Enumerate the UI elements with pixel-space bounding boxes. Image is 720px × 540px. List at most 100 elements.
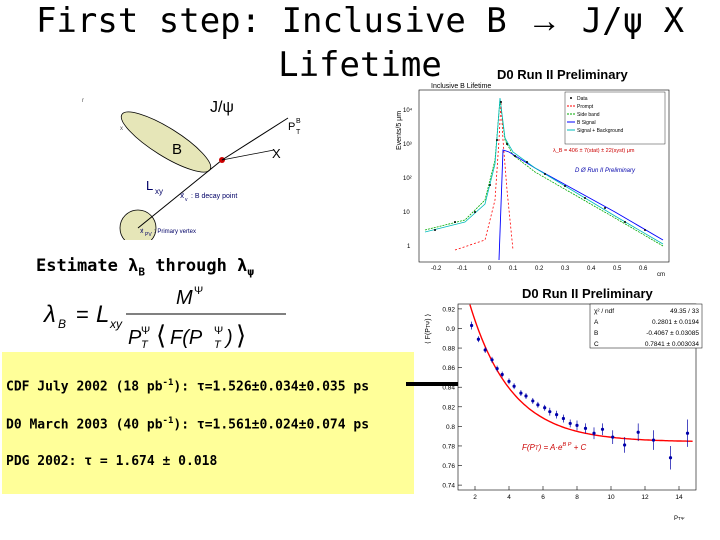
- lt-xtick-4: 0.2: [535, 266, 544, 272]
- estimate-line: Estimate λB through λψ: [36, 256, 254, 279]
- lt-xtick-0: -0.2: [431, 266, 442, 272]
- title-part2: J/ψ X: [561, 1, 685, 41]
- data-point: [685, 431, 690, 435]
- lt-xtick-7: 0.5: [613, 266, 622, 272]
- svg-text:⟩: ⟩: [236, 320, 246, 350]
- x-tick-label: 12: [641, 494, 649, 501]
- y-tick-label: 0.76: [442, 463, 455, 470]
- lt-ytick-2: 10²: [403, 176, 412, 182]
- data-point: [583, 426, 588, 430]
- data-point: [575, 423, 579, 427]
- lt-legend-4: Signal + Background: [577, 128, 624, 134]
- y-tick-label: 0.92: [442, 306, 455, 313]
- lxy-line: [137, 159, 223, 229]
- lt-xunit: cm: [657, 272, 665, 278]
- pt-arrow-line: [221, 117, 289, 161]
- svg-text:xy: xy: [109, 317, 123, 331]
- svg-text:Ψ: Ψ: [214, 325, 223, 337]
- svg-text:B: B: [594, 330, 598, 337]
- slide-title-line2: Lifetime: [278, 45, 442, 85]
- svg-text:xy: xy: [155, 187, 163, 196]
- lt-legend-2: Side band: [577, 112, 600, 118]
- x-tick-label: 10: [607, 494, 615, 501]
- data-point: [536, 403, 540, 407]
- svg-text:0.7841 ± 0.003034: 0.7841 ± 0.003034: [645, 341, 700, 348]
- data-point: [543, 406, 547, 410]
- lxy-label: L: [146, 178, 153, 193]
- data-point: [476, 337, 480, 341]
- svg-text:B: B: [58, 317, 66, 331]
- svg-text:C: C: [594, 341, 599, 348]
- lt-fit-text: λ_B = 406 ± 7(stat) ± 22(syst) μm: [553, 148, 635, 154]
- total-curve: [424, 97, 664, 245]
- data-point: [507, 379, 511, 383]
- lt-xtick-3: 0.1: [509, 266, 518, 272]
- data-point: [500, 372, 504, 377]
- title-part1: First step: Inclusive B: [35, 1, 528, 41]
- data-point: [470, 323, 474, 328]
- svg-text:PV: PV: [145, 232, 152, 238]
- b-label: B: [172, 141, 182, 158]
- lt-xtick-8: 0.6: [639, 266, 648, 272]
- svg-text:F(P: F(P: [170, 327, 203, 349]
- svg-text:0.2801 ± 0.0194: 0.2801 ± 0.0194: [652, 319, 699, 326]
- lt-legend-3: B Signal: [577, 120, 596, 126]
- lt-ytick-3: 10: [403, 210, 410, 216]
- svg-text:Ψ: Ψ: [141, 325, 150, 337]
- data-point: [600, 427, 605, 431]
- data-point: [495, 367, 499, 371]
- y-tick-label: 0.74: [442, 483, 455, 490]
- svg-text:T: T: [141, 339, 149, 351]
- jpsi-label: J/ψ: [210, 99, 234, 116]
- y-tick-label: 0.82: [442, 404, 455, 411]
- data-point: [611, 435, 615, 439]
- stats-rows: χ² / ndf 49.35 / 33 A 0.2801 ± 0.0194 B -0.…: [594, 308, 699, 348]
- lt-ytick-4: 1: [407, 244, 411, 250]
- y-tick-label: 0.9: [446, 326, 455, 333]
- data-point: [668, 456, 673, 460]
- x-tick-label: 2: [473, 494, 477, 501]
- y-tick-label: 0.84: [442, 385, 455, 392]
- lt-legend-1: Prompt: [577, 104, 594, 110]
- x-tick-label: 4: [507, 494, 511, 501]
- fit-curve: [469, 304, 693, 442]
- lt-ytick-0: 10⁴: [403, 107, 413, 114]
- f-pt-chart: 0.74 0.76 0.78 0.8 0.82 0.84 0.86 0.88 0.9 0.92 2…: [424, 303, 703, 522]
- svg-text:49.35 / 33: 49.35 / 33: [670, 308, 699, 315]
- data-point: [531, 399, 535, 403]
- lt-legend-0: Data: [577, 96, 588, 102]
- data-point: [636, 430, 640, 434]
- svg-text:P: P: [128, 327, 142, 349]
- result-cdf: CDF July 2002 (18 pb-1): τ=1.526±0.034±0…: [6, 378, 370, 395]
- result-d0: D0 March 2003 (40 pb-1): τ=1.561±0.024±0…: [6, 416, 370, 433]
- y-tick-label: 0.86: [442, 365, 455, 372]
- svg-text:T: T: [296, 129, 301, 136]
- x-tick-label: 14: [675, 494, 683, 501]
- lifetime-plot-title: Inclusive B Lifetime: [431, 83, 491, 90]
- svg-text:-0.4067 ± 0.03085: -0.4067 ± 0.03085: [646, 330, 699, 337]
- lifetime-plot: Inclusive B Lifetime Events/5 μm 10⁴ 10³…: [396, 83, 670, 278]
- lt-xtick-6: 0.4: [587, 266, 596, 272]
- primary-vertex-text: : Primary vertex: [154, 229, 196, 235]
- slide-title-line1: First step: Inclusive B → J/ψ X: [0, 2, 720, 41]
- b-meson-ellipse: [120, 111, 212, 173]
- primary-vertex-ellipse: [119, 209, 157, 240]
- data-point: [592, 431, 596, 435]
- lifetime-data-points: [434, 101, 646, 231]
- svg-text:T: T: [214, 339, 222, 351]
- svg-text:x⃗: x⃗: [180, 192, 184, 200]
- data-point: [568, 421, 572, 426]
- x-label: X: [272, 146, 281, 161]
- svg-text:x: x: [120, 126, 123, 132]
- prelim-label-top: D0 Run II Preliminary: [497, 67, 628, 82]
- data-point: [512, 384, 516, 388]
- data-point: [519, 391, 523, 395]
- svg-text:): ): [224, 327, 233, 349]
- data-point: [548, 410, 552, 414]
- svg-text:M: M: [176, 287, 193, 309]
- data-point: [623, 443, 627, 447]
- svg-text:χ² / ndf: χ² / ndf: [594, 308, 614, 315]
- svg-text:L: L: [96, 301, 109, 328]
- data-point: [555, 413, 559, 417]
- svg-text:A: A: [594, 319, 599, 326]
